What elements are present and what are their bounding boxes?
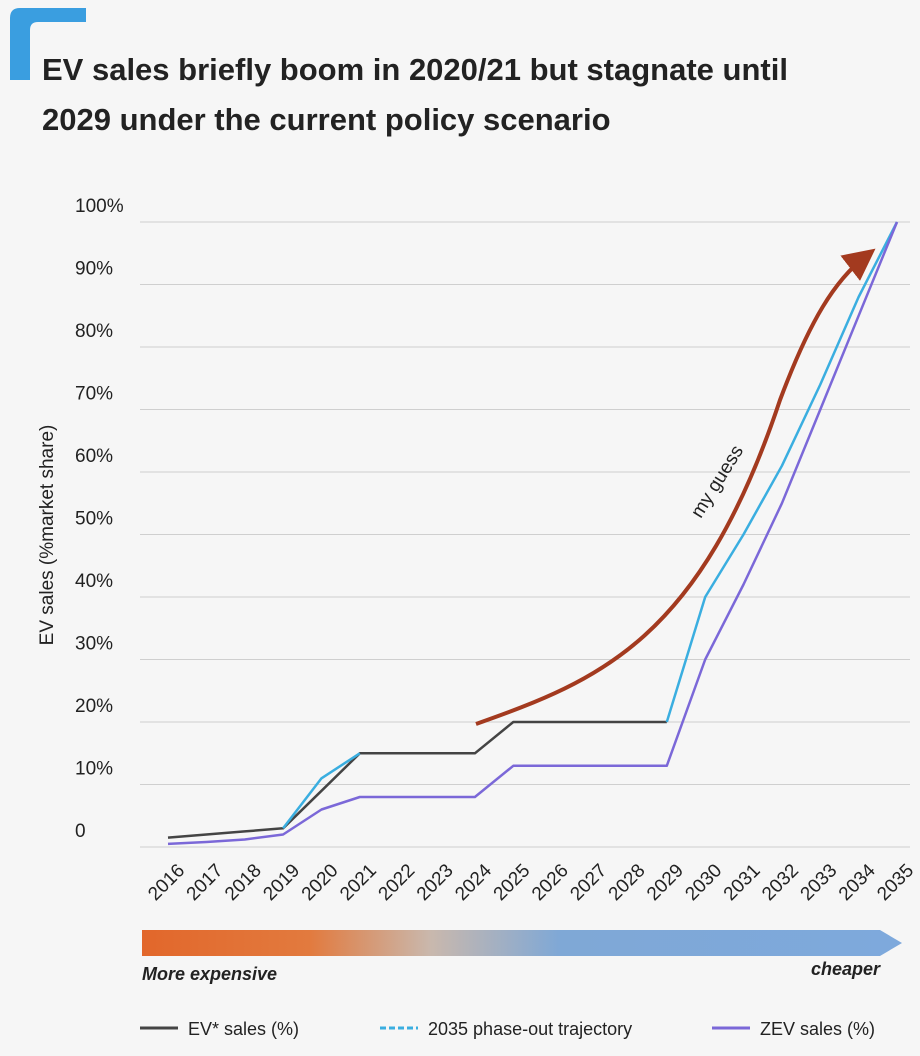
y-axis-label: EV sales (%market share) bbox=[37, 425, 58, 646]
guess-arrow bbox=[475, 248, 876, 726]
cost-label-right: cheaper bbox=[811, 959, 881, 979]
y-tick-label: 70% bbox=[75, 384, 113, 405]
y-tick-label: 50% bbox=[75, 509, 113, 530]
plot-area: 010%20%30%40%50%60%70%80%90%100%20162017… bbox=[75, 196, 918, 905]
y-tick-label: 0 bbox=[75, 821, 86, 842]
series-line bbox=[167, 720, 667, 839]
y-tick-label: 30% bbox=[75, 634, 113, 655]
legend: EV* sales (%) 2035 phase-out trajectory ZE… bbox=[140, 1019, 875, 1039]
legend-label: ZEV sales (%) bbox=[760, 1019, 875, 1039]
y-tick-label: 80% bbox=[75, 321, 113, 342]
cost-label-left: More expensive bbox=[142, 964, 277, 984]
series-line bbox=[282, 221, 899, 830]
legend-label: 2035 phase-out trajectory bbox=[428, 1019, 632, 1039]
cost-bar bbox=[142, 930, 902, 956]
y-tick-label: 100% bbox=[75, 196, 124, 217]
chart-title: 2029 under the current policy scenario bbox=[42, 102, 611, 137]
chart-title: EV sales briefly boom in 2020/21 but sta… bbox=[42, 52, 788, 87]
corner-decoration bbox=[10, 8, 86, 80]
legend-label: EV* sales (%) bbox=[188, 1019, 299, 1039]
series-line bbox=[167, 221, 899, 846]
y-tick-label: 90% bbox=[75, 259, 113, 280]
y-tick-label: 40% bbox=[75, 571, 113, 592]
y-tick-label: 20% bbox=[75, 696, 113, 717]
y-tick-label: 10% bbox=[75, 759, 113, 780]
y-tick-label: 60% bbox=[75, 446, 113, 467]
